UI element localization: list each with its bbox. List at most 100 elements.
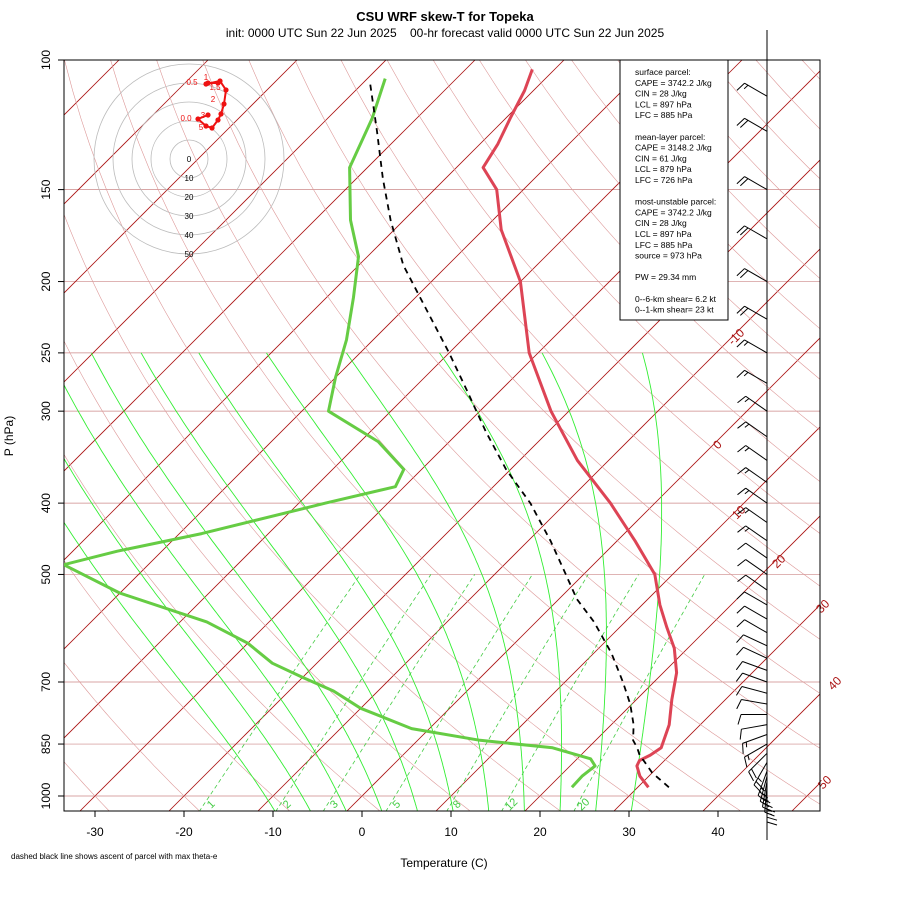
hodograph-ring bbox=[112, 82, 266, 236]
dry-adiabat bbox=[894, 60, 900, 812]
wind-barb-shaft bbox=[744, 176, 768, 191]
x-tick-label: 40 bbox=[711, 825, 725, 839]
wind-barb-flag bbox=[739, 729, 742, 740]
wind-barb bbox=[736, 82, 768, 97]
wind-barb-flag bbox=[743, 756, 748, 768]
hodograph-ring bbox=[131, 101, 247, 217]
wind-barb-flag bbox=[764, 811, 775, 817]
wind-barb-flag bbox=[737, 542, 747, 550]
wind-barbs bbox=[735, 82, 778, 826]
isotherm bbox=[435, 426, 820, 811]
hodograph-trace-label: 3 bbox=[201, 111, 206, 120]
wind-barb-shaft bbox=[744, 268, 768, 282]
stats-line: CAPE = 3742.2 J/kg bbox=[635, 78, 712, 88]
wind-barb-flag bbox=[736, 176, 745, 185]
wind-barb bbox=[735, 672, 768, 683]
isotherm bbox=[64, 60, 476, 472]
dry-adiabat bbox=[64, 761, 110, 811]
hodograph-ring bbox=[169, 139, 209, 179]
wind-barb-shaft bbox=[744, 591, 768, 606]
wind-barb-shaft bbox=[743, 646, 768, 659]
wind-barb bbox=[736, 268, 768, 282]
wind-barb-flag bbox=[736, 634, 744, 643]
hodograph-point bbox=[203, 123, 209, 129]
mixing-ratio-line bbox=[322, 574, 476, 811]
wind-barb bbox=[737, 507, 768, 523]
wind-barb-shaft bbox=[744, 339, 768, 354]
hodograph-ring-label: 30 bbox=[185, 212, 194, 221]
hodograph-ring bbox=[150, 120, 228, 198]
wind-barb-flag bbox=[759, 791, 769, 799]
wind-barb-flag bbox=[735, 686, 743, 696]
wind-barb-flag bbox=[760, 800, 770, 808]
stats-line: CIN = 28 J/kg bbox=[635, 89, 687, 99]
x-tick-label: -10 bbox=[264, 825, 282, 839]
wind-barb-shaft bbox=[745, 467, 768, 483]
mixing-ratio-line bbox=[199, 574, 361, 811]
wind-barb bbox=[736, 225, 768, 240]
y-axis-label: P (hPa) bbox=[2, 416, 16, 456]
wind-barb-half bbox=[744, 527, 750, 532]
stats-line: LCL = 897 hPa bbox=[635, 99, 692, 109]
wind-barb bbox=[736, 339, 768, 354]
wind-barb-shaft bbox=[741, 685, 768, 694]
wind-barb-flag bbox=[737, 421, 747, 429]
wind-barb-half bbox=[743, 371, 749, 377]
moist-adiabat bbox=[198, 352, 454, 811]
wind-barb-shaft bbox=[741, 724, 768, 730]
hodograph-trace-label: 2 bbox=[211, 95, 216, 104]
wind-barb bbox=[737, 542, 768, 559]
dry-adiabat bbox=[432, 60, 820, 482]
wind-barb-half bbox=[744, 469, 750, 474]
dry-adiabat bbox=[110, 60, 742, 811]
y-tick-label: 400 bbox=[39, 493, 53, 513]
wind-barb-flag bbox=[740, 307, 749, 316]
mixing-ratio-label: 1 bbox=[205, 798, 218, 811]
wind-barb-shaft bbox=[745, 525, 768, 542]
wind-barb bbox=[736, 699, 768, 710]
wind-barb-shaft bbox=[745, 445, 768, 461]
wind-barb-shaft bbox=[744, 305, 768, 320]
wind-barb bbox=[736, 605, 768, 620]
wind-barb bbox=[736, 591, 768, 606]
axes: -30 -20 -10 0 10 20 30 401001502002503004005007… bbox=[39, 50, 725, 839]
wind-barb-shaft bbox=[742, 661, 768, 671]
parcel-line bbox=[369, 84, 670, 788]
wind-barb-shaft bbox=[744, 605, 768, 620]
wind-barb bbox=[737, 574, 768, 591]
x-tick-label: 20 bbox=[533, 825, 547, 839]
wind-barb-flag bbox=[736, 268, 745, 277]
wind-barb-shaft bbox=[744, 743, 768, 758]
wind-barb-flag bbox=[751, 768, 757, 779]
dry-adiabat bbox=[294, 60, 820, 640]
wind-barb-shaft bbox=[744, 117, 768, 132]
wind-barb bbox=[736, 176, 768, 191]
stats-line: CAPE = 3148.2 J/kg bbox=[635, 143, 712, 153]
wind-barb bbox=[739, 724, 768, 740]
isotherm-label: -10 bbox=[725, 326, 747, 348]
hodograph-point bbox=[218, 111, 224, 117]
dry-adiabat bbox=[848, 60, 900, 812]
stats-line: CIN = 28 J/kg bbox=[635, 218, 687, 228]
x-tick-label: 30 bbox=[622, 825, 636, 839]
wind-barb-flag bbox=[737, 395, 747, 404]
wind-barb-flag bbox=[737, 445, 747, 453]
mixing-ratio-line bbox=[275, 574, 432, 811]
wind-barb-flag bbox=[753, 784, 762, 793]
wind-barb-flag bbox=[737, 714, 742, 725]
wind-barb-flag bbox=[740, 227, 749, 236]
dry-adiabat bbox=[64, 560, 291, 811]
dry-adiabat bbox=[248, 60, 820, 694]
moist-adiabat bbox=[541, 352, 607, 811]
stats-line: CIN = 61 J/kg bbox=[635, 153, 687, 163]
wind-barb bbox=[737, 395, 768, 412]
hodograph-point bbox=[217, 78, 223, 84]
wind-barb-flag bbox=[742, 743, 744, 754]
dry-adiabat bbox=[709, 60, 820, 180]
wind-barb-flag bbox=[735, 661, 743, 671]
y-tick-label: 250 bbox=[39, 343, 53, 363]
wind-barb-shaft bbox=[745, 421, 768, 438]
x-tick-label: 0 bbox=[359, 825, 366, 839]
moist-adiabat bbox=[266, 352, 490, 811]
